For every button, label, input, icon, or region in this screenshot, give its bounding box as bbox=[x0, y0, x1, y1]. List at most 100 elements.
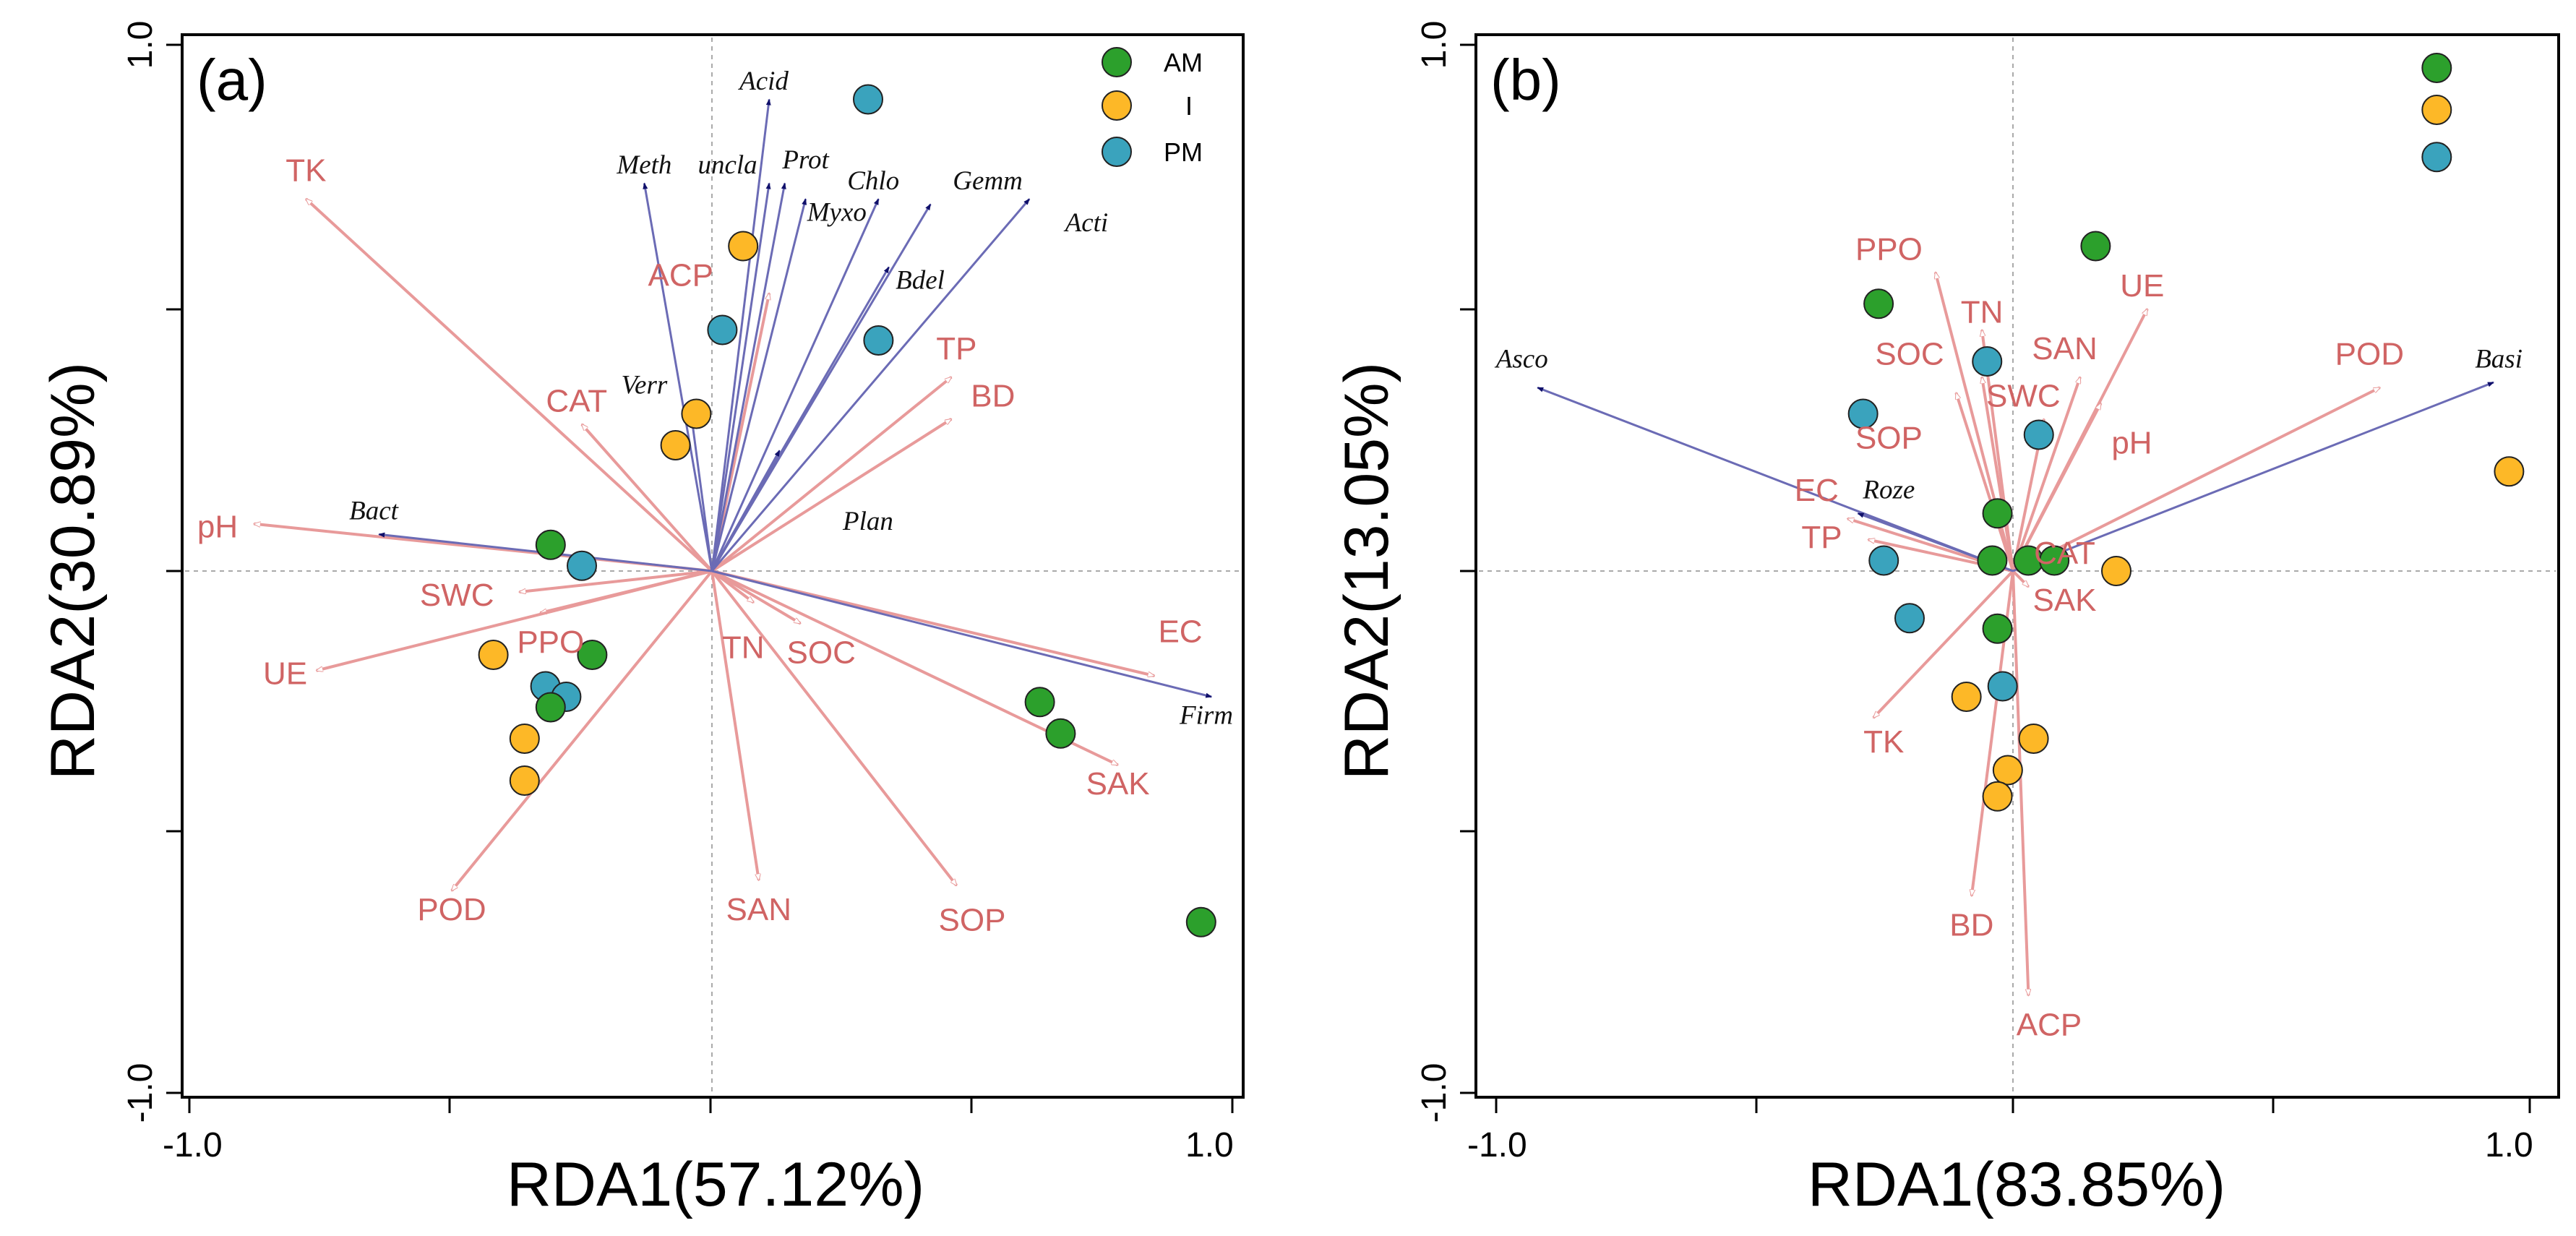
species-label-prot: Prot bbox=[781, 145, 830, 175]
sample-point-am bbox=[2039, 545, 2070, 576]
sample-point-i bbox=[681, 398, 712, 429]
env-arrow-pod bbox=[450, 570, 713, 890]
env-label-tp: TP bbox=[1801, 520, 1842, 555]
species-label-asco: Asco bbox=[1494, 344, 1548, 374]
panel-b-label: (b) bbox=[1490, 48, 1561, 112]
species-arrow-firm bbox=[711, 570, 1213, 698]
x-axis-title: RDA1(83.85%) bbox=[1808, 1150, 2225, 1219]
panel-b-frame bbox=[1474, 33, 2560, 1099]
sample-point-pm bbox=[707, 314, 738, 346]
env-label-cat: CAT bbox=[2034, 536, 2095, 571]
legend-marker-i bbox=[2421, 95, 2452, 125]
x-tick-label-min: -1.0 bbox=[1467, 1126, 1527, 1164]
species-label-acti: Acti bbox=[1063, 208, 1109, 238]
x-axis-title: RDA1(57.12%) bbox=[507, 1150, 924, 1219]
env-label-ue: UE bbox=[263, 656, 307, 692]
sample-point-pm bbox=[1987, 671, 2018, 702]
sample-point-am bbox=[1045, 718, 1076, 749]
env-arrow-swc bbox=[520, 570, 713, 592]
env-label-ph: pH bbox=[197, 510, 238, 545]
y-tick-label-min: -1.0 bbox=[121, 1063, 160, 1123]
x-tick-label-min: -1.0 bbox=[163, 1126, 223, 1164]
sample-point-i bbox=[660, 430, 691, 460]
env-arrow-sop bbox=[710, 570, 958, 885]
env-label-ue: UE bbox=[2120, 268, 2164, 304]
env-label-swc: SWC bbox=[420, 578, 494, 613]
sample-point-am bbox=[535, 529, 566, 560]
y-axis-title: RDA2(30.89%) bbox=[38, 362, 108, 780]
sample-point-pm bbox=[853, 84, 883, 115]
env-label-ph: pH bbox=[2111, 426, 2152, 461]
species-arrow-chlo bbox=[710, 198, 880, 572]
panel-a-plot-area: TK ACP CAT TP BD pH SWC PPO UE POD TN SOC SAN SOP SAK E… bbox=[185, 38, 1240, 1094]
y-axis-title: RDA2(13.05%) bbox=[1332, 362, 1401, 780]
panel-b: PPO TN UE SOC SAN SWC SOP pH POD EC TP CAT SAK TK BD AC… bbox=[1332, 21, 2560, 1219]
species-label-plan: Plan bbox=[842, 507, 893, 536]
panel-b-plot-area: PPO TN UE SOC SAN SWC SOP pH POD EC TP CAT SAK TK BD AC… bbox=[1479, 38, 2556, 1094]
env-label-cat: CAT bbox=[546, 384, 607, 419]
env-arrow-sak bbox=[2012, 570, 2028, 587]
species-label-meth: Meth bbox=[616, 150, 671, 180]
species-label-uncla: uncla bbox=[697, 150, 757, 180]
sample-point-i bbox=[2494, 456, 2525, 487]
env-label-pod: POD bbox=[2335, 336, 2404, 372]
env-label-sak: SAK bbox=[1086, 766, 1150, 802]
env-label-ppo: PPO bbox=[517, 625, 584, 660]
env-label-acp: ACP bbox=[2017, 1007, 2082, 1042]
legend-label-am: AM bbox=[1164, 48, 1203, 77]
y-tick-label-min: -1.0 bbox=[1415, 1063, 1454, 1123]
sample-point-am bbox=[1024, 687, 1055, 718]
env-arrow-pod bbox=[2012, 386, 2380, 572]
sample-point-am bbox=[2080, 231, 2111, 262]
env-arrow-bd bbox=[710, 418, 951, 572]
sample-point-i bbox=[1982, 781, 2013, 812]
env-label-acp: ACP bbox=[648, 258, 713, 293]
sample-point-pm bbox=[1972, 346, 2003, 377]
env-label-tp: TP bbox=[936, 331, 976, 366]
sample-point-am bbox=[1982, 613, 2013, 644]
sample-point-am bbox=[577, 640, 608, 670]
env-arrow-ue bbox=[317, 570, 713, 671]
sample-point-pm bbox=[1868, 545, 1899, 576]
env-arrow-tk bbox=[1873, 570, 2014, 718]
env-label-san: SAN bbox=[2032, 331, 2097, 366]
env-label-tn: TN bbox=[722, 630, 765, 665]
env-arrow-sop bbox=[1954, 393, 2014, 572]
env-label-soc: SOC bbox=[1875, 336, 1944, 372]
species-arrow-uncla bbox=[710, 182, 771, 572]
x-tick-label-max: 1.0 bbox=[2485, 1126, 2533, 1164]
env-arrow-cat bbox=[582, 424, 713, 572]
sample-point-am bbox=[535, 692, 566, 723]
sample-point-i bbox=[478, 640, 509, 670]
x-tick-label-max: 1.0 bbox=[1185, 1126, 1234, 1164]
sample-point-i bbox=[728, 231, 759, 262]
legend-marker-pm bbox=[1102, 137, 1132, 167]
sample-point-i bbox=[2101, 556, 2131, 586]
env-label-soc: SOC bbox=[787, 635, 856, 671]
species-label-acid: Acid bbox=[737, 66, 789, 96]
species-label-verr: Verr bbox=[622, 371, 668, 400]
legend-marker-am bbox=[1102, 47, 1132, 77]
legend: AM I PM bbox=[1102, 47, 1203, 167]
sample-point-am bbox=[1863, 288, 1894, 319]
legend-marker-i bbox=[1102, 90, 1132, 121]
species-label-roze: Roze bbox=[1862, 476, 1915, 505]
panel-a-label: (a) bbox=[197, 48, 267, 112]
env-label-ec: EC bbox=[1158, 614, 1202, 650]
env-label-sop: SOP bbox=[939, 902, 1006, 937]
species-arrow-verr bbox=[689, 413, 713, 572]
env-label-ec: EC bbox=[1795, 473, 1839, 508]
sample-point-pm bbox=[863, 325, 894, 356]
env-arrow-soc bbox=[710, 570, 800, 625]
sample-point-i bbox=[1951, 682, 1982, 712]
env-arrow-san bbox=[710, 570, 759, 880]
species-label-myxo: Myxo bbox=[807, 197, 867, 227]
species-label-bact: Bact bbox=[349, 497, 400, 526]
species-label-basi: Basi bbox=[2475, 344, 2523, 374]
species-arrow-prot bbox=[710, 182, 786, 572]
species-arrow-acid bbox=[710, 98, 771, 572]
env-label-sop: SOP bbox=[1855, 420, 1923, 455]
y-tick-label-max: 1.0 bbox=[121, 21, 160, 69]
sample-point-am bbox=[1185, 906, 1216, 937]
